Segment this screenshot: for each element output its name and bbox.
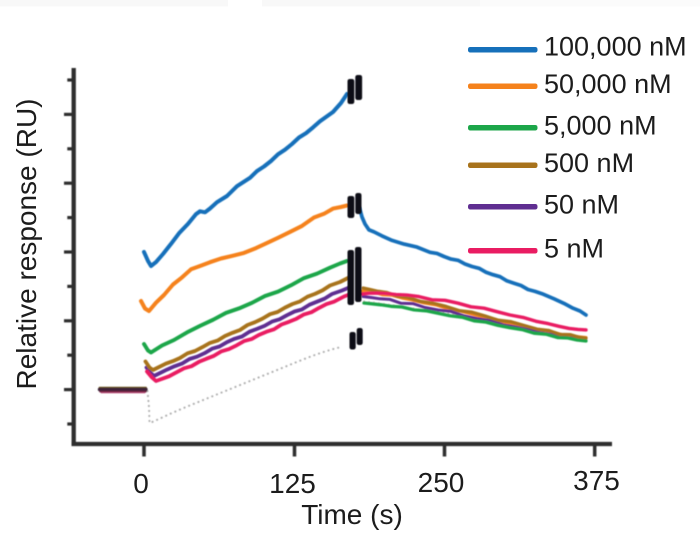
svg-text:5 nM: 5 nM — [544, 234, 604, 264]
svg-text:0: 0 — [133, 468, 149, 499]
svg-text:500 nM: 500 nM — [544, 148, 634, 178]
svg-text:100,000 nM: 100,000 nM — [544, 32, 687, 62]
svg-text:125: 125 — [269, 468, 316, 499]
svg-text:50 nM: 50 nM — [544, 190, 619, 220]
svg-text:Relative response (RU): Relative response (RU) — [11, 99, 42, 390]
svg-text:Time (s): Time (s) — [301, 499, 403, 530]
svg-text:375: 375 — [573, 465, 620, 496]
svg-text:5,000 nM: 5,000 nM — [544, 111, 657, 141]
svg-text:50,000 nM: 50,000 nM — [544, 69, 672, 99]
svg-text:250: 250 — [418, 467, 465, 498]
